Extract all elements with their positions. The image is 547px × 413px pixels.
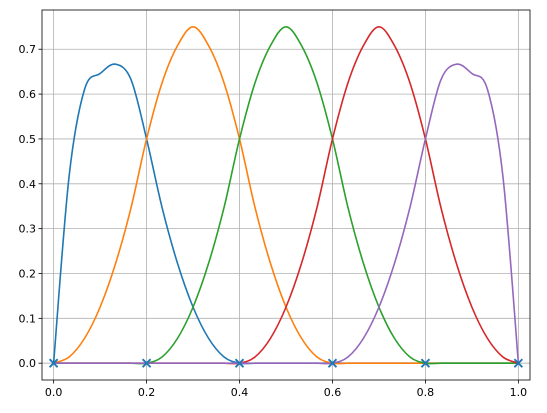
x-tick-label: 0.8 (417, 386, 435, 399)
knot-marker-stroke (513, 358, 524, 368)
series-line-2 (53, 26, 519, 365)
knot-marker-stroke (420, 358, 431, 368)
grid (42, 10, 530, 380)
y-tick-label: 0.3 (19, 223, 37, 236)
plot-frame (41, 9, 531, 381)
knot-marker (234, 358, 245, 368)
series-line-3 (53, 26, 519, 365)
y-tick-label: 0.4 (19, 178, 37, 191)
x-tick-label: 0.2 (138, 386, 156, 399)
x-tick-label: 0.4 (231, 386, 249, 399)
y-tick-label: 0.1 (19, 312, 37, 325)
y-tick-label: 0.5 (19, 133, 37, 146)
ticks: 0.0 0.2 0.4 0.6 0.8 1.0 0.0 0.1 0.2 0.3 0.4 0.5 0.6 0… (19, 43, 528, 399)
knot-marker-stroke (327, 358, 338, 368)
y-tick-label: 0.7 (19, 43, 37, 56)
knot-marker-stroke (141, 358, 152, 368)
y-tick-label: 0.6 (19, 88, 37, 101)
knot-marker (48, 358, 59, 368)
series-line-5 (53, 63, 520, 365)
knot-marker-stroke (48, 358, 59, 368)
y-tick-label: 0.0 (19, 357, 37, 370)
y-tick-label: 0.2 (19, 267, 37, 280)
knot-marker-stroke (234, 358, 245, 368)
knot-marker (141, 358, 152, 368)
knot-marker (513, 358, 524, 368)
series-line-4 (53, 26, 519, 365)
knot-markers (48, 358, 524, 368)
x-tick-label: 1.0 (510, 386, 528, 399)
x-tick-label: 0.6 (324, 386, 342, 399)
x-tick-label: 0.0 (45, 386, 63, 399)
knot-marker (327, 358, 338, 368)
knot-marker (420, 358, 431, 368)
curves (52, 26, 520, 365)
